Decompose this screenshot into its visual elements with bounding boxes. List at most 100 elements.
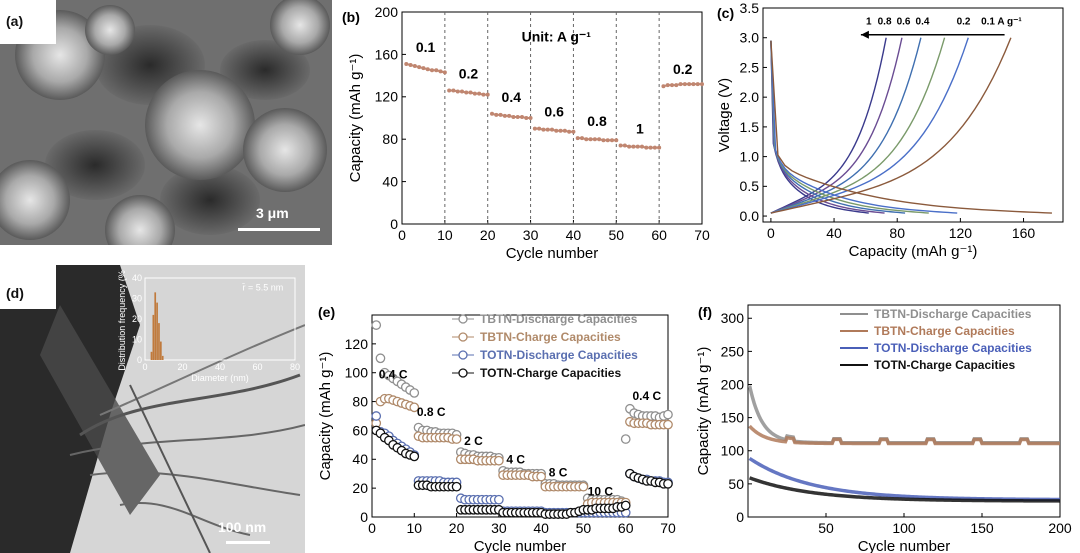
data-point xyxy=(635,144,640,149)
panel-d-label-box xyxy=(0,265,56,309)
discharge-curve xyxy=(770,40,869,214)
legend-marker xyxy=(458,332,468,342)
legend-label: TBTN-Discharge Capacities xyxy=(874,307,1032,321)
legend-label: TBTN-Discharge Capacities xyxy=(480,312,638,326)
data-point xyxy=(447,88,452,93)
data-point xyxy=(627,144,632,149)
data-point xyxy=(545,127,550,132)
data-point xyxy=(663,409,673,420)
charge-curve xyxy=(770,37,946,214)
data-point xyxy=(588,137,593,142)
data-point xyxy=(438,69,443,74)
data-point xyxy=(562,128,567,133)
scale-bar-label-a: 3 μm xyxy=(256,205,289,221)
data-point xyxy=(409,388,420,398)
data-point xyxy=(678,82,683,87)
rate-label: 0.2 xyxy=(459,65,479,81)
x-tick-label: 20 xyxy=(449,520,465,536)
y-axis-label: Distribution frequency (%) xyxy=(117,270,127,371)
legend-marker xyxy=(458,350,468,360)
data-point xyxy=(371,320,382,330)
legend-label: TOTN-Charge Capacities xyxy=(480,366,621,380)
y-tick-label: 3.5 xyxy=(740,0,760,16)
x-axis-label: Capacity (mAh g⁻¹) xyxy=(849,243,978,260)
y-tick-label: 1.5 xyxy=(740,119,760,135)
data-point xyxy=(442,70,447,75)
x-axis-label: Cycle number xyxy=(474,538,567,553)
y-tick-label: 40 xyxy=(132,273,142,283)
x-tick-label: 80 xyxy=(290,362,300,372)
x-tick-label: 80 xyxy=(889,225,905,241)
tem-image xyxy=(0,265,305,553)
x-axis-label: Diameter (nm) xyxy=(191,373,249,383)
discharge-curve xyxy=(770,40,906,214)
data-point xyxy=(657,145,662,150)
rate-label: 0.6 xyxy=(897,17,911,28)
charge-curve xyxy=(770,37,922,214)
legend-label: TOTN-Charge Capacities xyxy=(874,358,1015,372)
y-tick-label: 100 xyxy=(721,443,745,459)
rate-label: 0.8 xyxy=(878,17,892,28)
panel-d-label: (d) xyxy=(6,285,24,301)
data-point xyxy=(498,112,503,117)
data-point xyxy=(477,91,482,96)
data-point xyxy=(412,64,417,69)
plot-frame xyxy=(401,11,703,225)
data-point xyxy=(494,112,499,117)
series-band xyxy=(748,456,1061,502)
histogram-bar xyxy=(161,355,164,360)
data-point xyxy=(610,138,614,143)
histogram-bar xyxy=(158,323,160,360)
data-point xyxy=(620,434,631,444)
charge-curve xyxy=(770,37,969,214)
legend-label: TBTN-Charge Capacities xyxy=(874,324,1015,338)
rate-label: 4 C xyxy=(506,453,525,467)
y-tick-label: 250 xyxy=(721,343,745,359)
data-point xyxy=(375,353,386,364)
rate-label: 0.6 xyxy=(544,104,564,120)
rate-label: 0.8 C xyxy=(417,405,446,419)
x-tick-label: 20 xyxy=(177,362,187,372)
data-point xyxy=(622,143,627,148)
data-point xyxy=(592,137,597,142)
rate-label: 0.4 C xyxy=(633,389,662,403)
data-point xyxy=(520,114,524,119)
plot-frame xyxy=(762,7,1064,223)
y-tick-label: 120 xyxy=(345,336,369,352)
chart-f: 50 100 150 200 0 50 100 150 200 250 300 Cycle numbe… xyxy=(695,304,1072,553)
histogram-bar xyxy=(160,341,162,360)
data-point xyxy=(682,82,687,87)
scale-bar-label-d: 100 nm xyxy=(218,519,267,535)
legend-label: TOTN-Discharge Capacities xyxy=(480,348,638,362)
data-point xyxy=(687,82,692,87)
x-tick-label: 150 xyxy=(970,520,994,536)
series-band xyxy=(748,424,1060,446)
y-tick-label: 10 xyxy=(132,335,142,345)
y-tick-label: 200 xyxy=(721,376,745,392)
x-tick-label: 30 xyxy=(491,520,507,536)
panel-a-label-box xyxy=(0,0,56,44)
data-point xyxy=(580,136,584,141)
x-tick-label: 100 xyxy=(892,520,916,536)
data-point xyxy=(601,138,606,143)
rate-label: 8 C xyxy=(549,466,568,480)
data-point xyxy=(674,83,679,88)
data-point xyxy=(652,145,657,150)
discharge-curve xyxy=(770,40,885,214)
x-tick-label: 30 xyxy=(523,227,539,243)
y-axis-label: Capacity (mAh g⁻¹) xyxy=(695,347,712,476)
data-point xyxy=(700,82,704,87)
y-tick-label: 0 xyxy=(137,355,142,365)
series-band xyxy=(748,476,1061,503)
y-tick-label: 160 xyxy=(375,46,399,62)
scale-bar-d xyxy=(226,541,270,544)
data-point xyxy=(618,143,623,148)
inset-frame xyxy=(144,277,296,361)
charge-curve xyxy=(770,37,1012,214)
series-line xyxy=(406,62,446,74)
rate-label: 0.1 A g⁻¹ xyxy=(981,17,1022,28)
y-tick-label: 200 xyxy=(375,4,399,20)
data-point xyxy=(644,145,649,150)
panel-a-label: (a) xyxy=(6,13,24,29)
